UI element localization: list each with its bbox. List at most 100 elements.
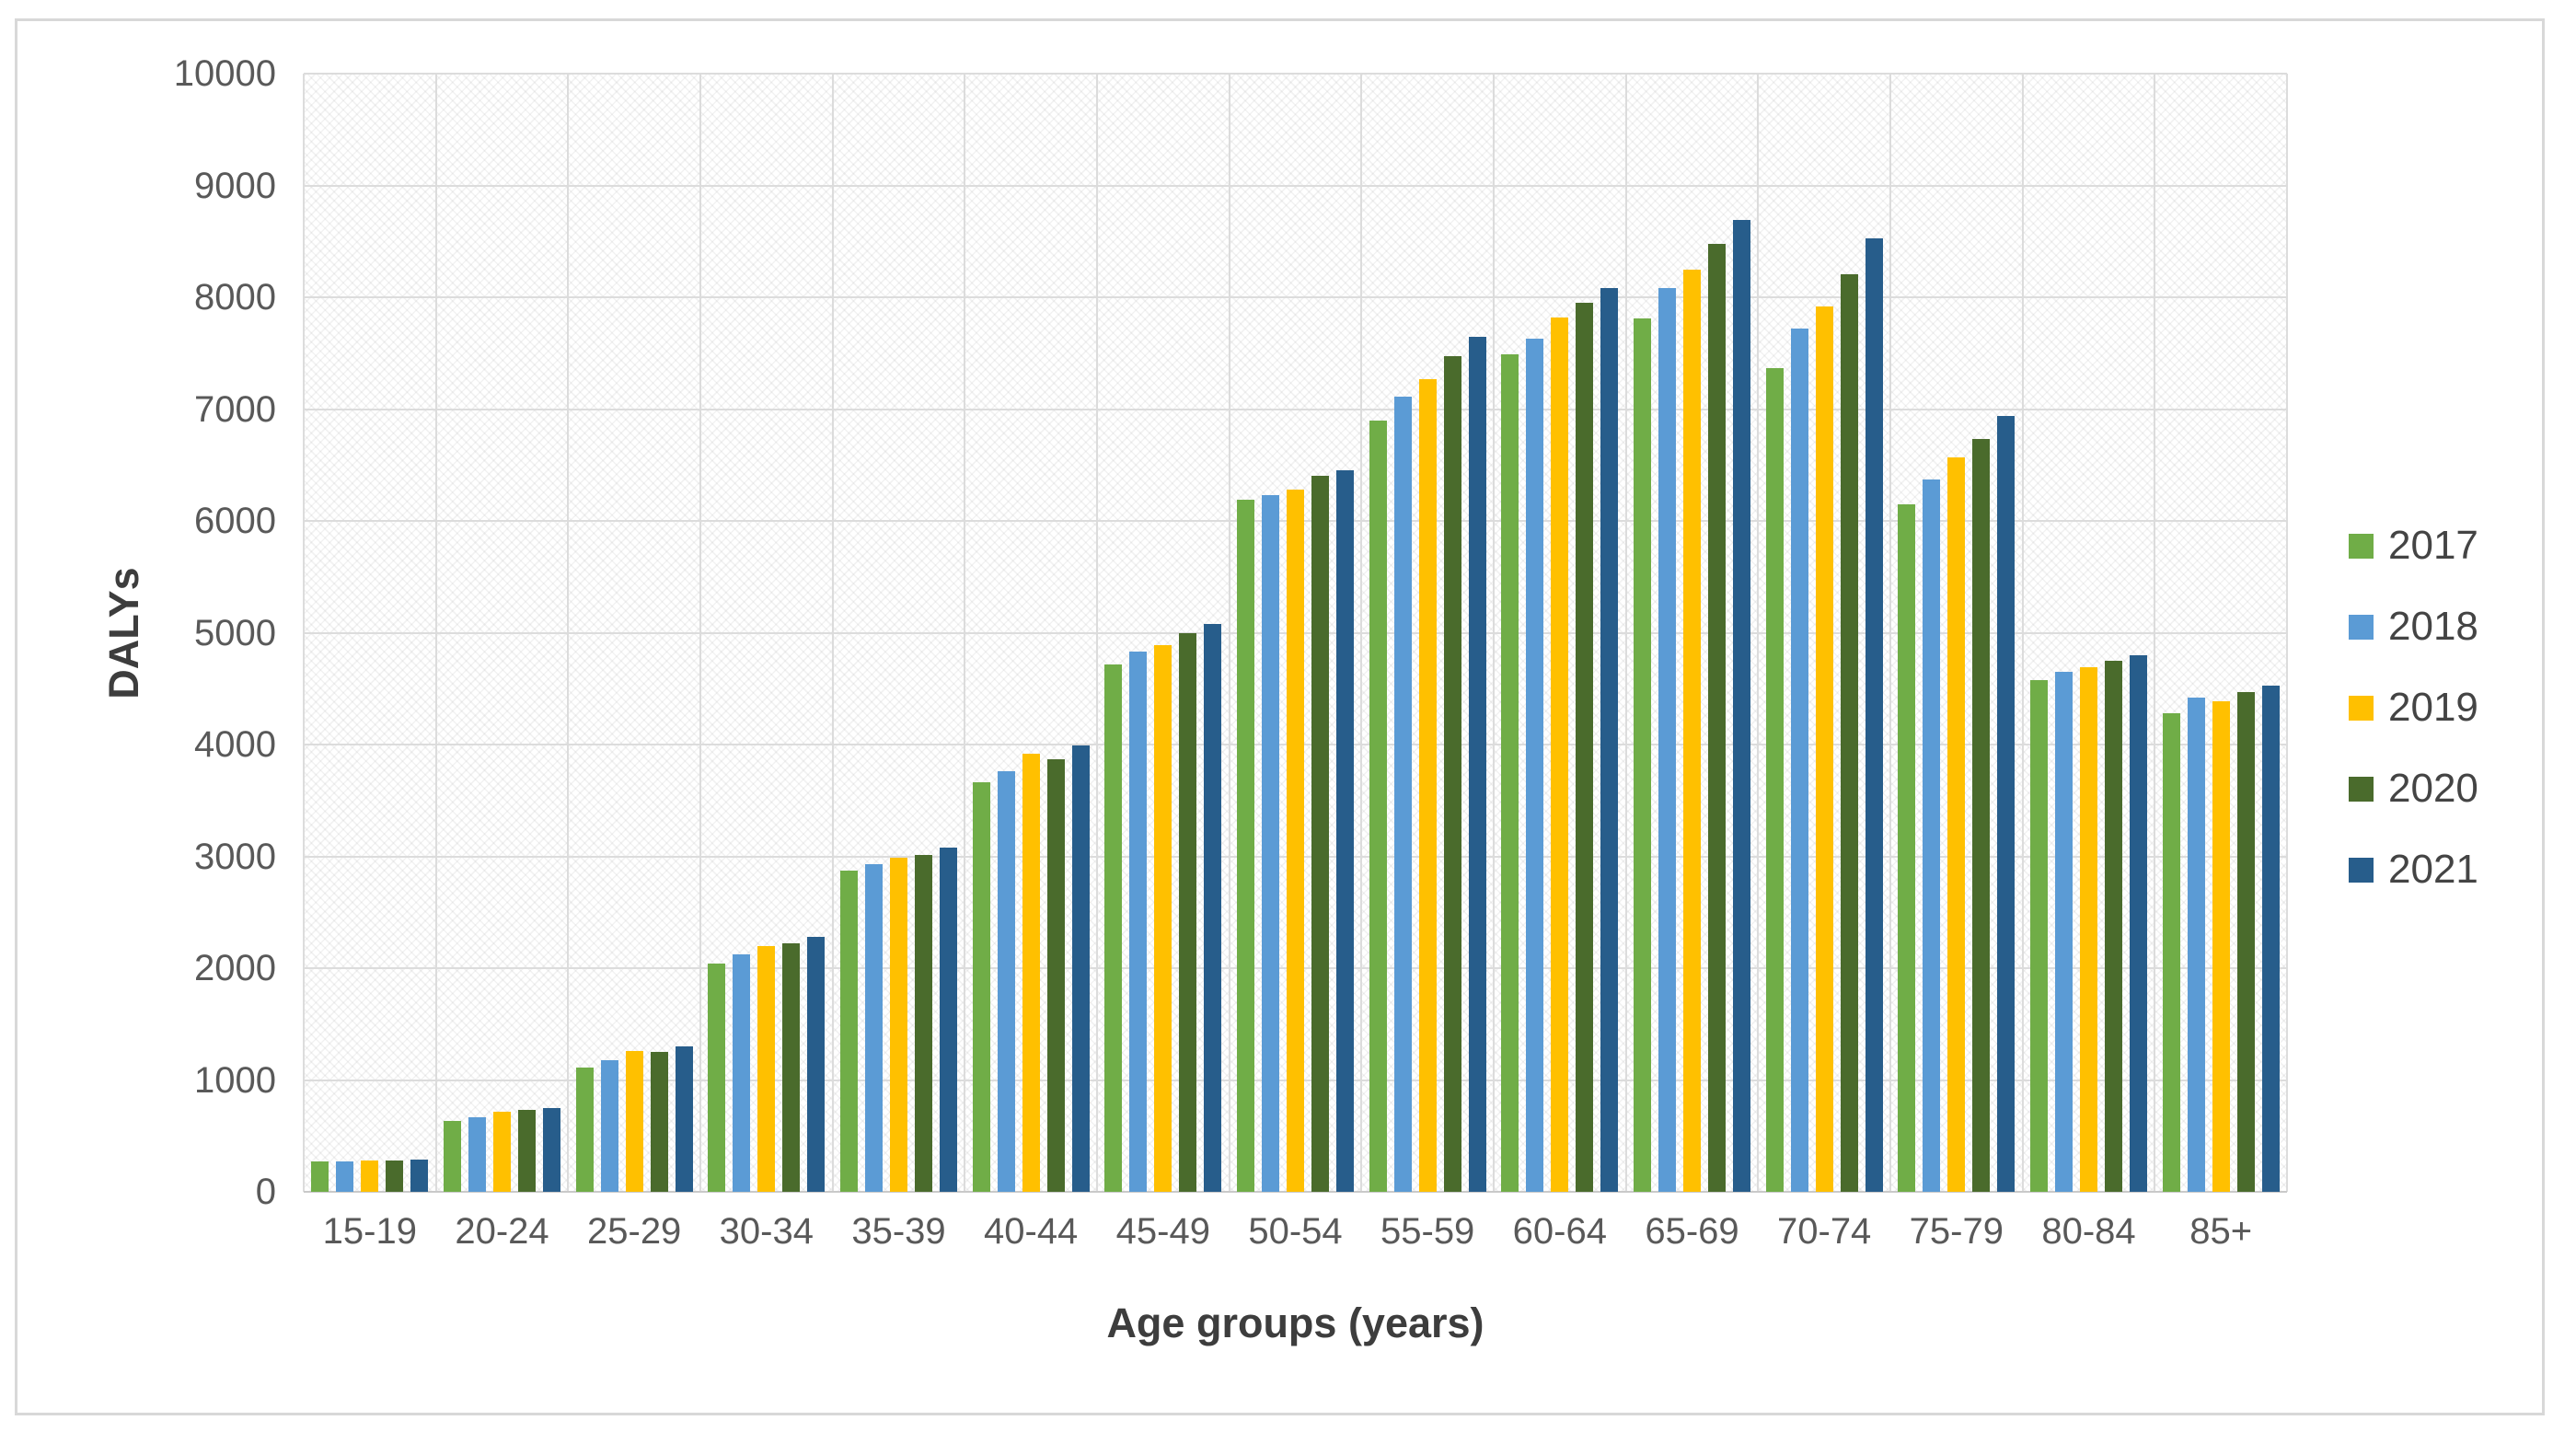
bar-group: [2023, 74, 2155, 1192]
gridline-vertical: [303, 74, 305, 1192]
y-tick-label: 5000: [194, 612, 276, 653]
y-tick-label: 0: [255, 1172, 276, 1212]
legend-item-2018: 2018: [2349, 604, 2478, 649]
bar-2021-45-49: [1204, 623, 1222, 1192]
bar-2020-80-84: [2104, 660, 2122, 1192]
legend-label: 2017: [2388, 523, 2478, 568]
legend: 2017 2018 2019 2020 2021: [2349, 523, 2478, 937]
x-tick-label: 55-59: [1380, 1211, 1475, 1252]
x-tick-label: 40-44: [984, 1211, 1079, 1252]
y-tick-label: 4000: [194, 724, 276, 765]
bar-2020-70-74: [1840, 273, 1858, 1192]
bar-group: [436, 74, 569, 1192]
bar-2017-45-49: [1104, 664, 1123, 1192]
bar-2017-85+: [2162, 712, 2180, 1192]
bar-2017-75-79: [1898, 503, 1916, 1192]
legend-label: 2018: [2388, 604, 2478, 649]
bar-group: [1626, 74, 1759, 1192]
bar-group: [1494, 74, 1626, 1192]
bar-2021-70-74: [1865, 237, 1883, 1192]
legend-label: 2020: [2388, 766, 2478, 811]
bar-2018-40-44: [997, 771, 1015, 1192]
bar-2017-15-19: [311, 1161, 329, 1192]
y-tick-label: 8000: [194, 277, 276, 318]
bar-2018-25-29: [600, 1059, 618, 1192]
legend-swatch-2017: [2349, 533, 2374, 559]
legend-swatch-2019: [2349, 695, 2374, 721]
bar-2017-70-74: [1765, 367, 1784, 1192]
bar-2021-55-59: [1468, 336, 1486, 1192]
legend-item-2021: 2021: [2349, 847, 2478, 892]
bar-2020-85+: [2236, 691, 2255, 1192]
bar-2017-50-54: [1236, 499, 1254, 1192]
y-tick-label: 2000: [194, 948, 276, 988]
legend-swatch-2020: [2349, 776, 2374, 802]
bar-2018-15-19: [336, 1161, 354, 1192]
bar-2020-55-59: [1443, 356, 1461, 1192]
bar-2017-35-39: [839, 871, 858, 1192]
bar-2018-60-64: [1526, 338, 1544, 1192]
gridline-vertical: [2286, 74, 2288, 1192]
bar-2018-30-34: [733, 954, 751, 1192]
bar-2019-75-79: [1947, 456, 1966, 1192]
bar-2020-45-49: [1179, 632, 1197, 1192]
bar-2019-20-24: [492, 1111, 511, 1192]
x-tick-label: 25-29: [587, 1211, 682, 1252]
gridline-horizontal: [304, 73, 2287, 75]
bar-2019-30-34: [757, 945, 776, 1192]
y-tick-label: 9000: [194, 165, 276, 206]
bar-2019-85+: [2212, 700, 2230, 1192]
bar-2020-75-79: [1972, 439, 1991, 1192]
gridline-vertical: [1360, 74, 1363, 1192]
bar-2018-55-59: [1393, 397, 1412, 1192]
bar-2021-85+: [2261, 685, 2280, 1192]
bar-2020-65-69: [1707, 243, 1726, 1192]
y-tick-label: 1000: [194, 1059, 276, 1101]
bar-group: [833, 74, 965, 1192]
bar-group: [1230, 74, 1362, 1192]
x-tick-label: 75-79: [1909, 1211, 2004, 1252]
bar-group: [965, 74, 1097, 1192]
gridline-vertical: [1757, 74, 1760, 1192]
gridline-vertical: [964, 74, 966, 1192]
bar-group: [304, 74, 436, 1192]
x-tick-label: 20-24: [455, 1211, 549, 1252]
gridline-vertical: [1493, 74, 1495, 1192]
bar-2017-20-24: [443, 1121, 461, 1192]
legend-label: 2021: [2388, 847, 2478, 892]
bar-group: [1097, 74, 1230, 1192]
bar-2021-75-79: [1997, 415, 2016, 1192]
bar-2020-35-39: [914, 855, 932, 1192]
bar-2018-70-74: [1790, 329, 1808, 1192]
gridline-vertical: [831, 74, 834, 1192]
legend-swatch-2018: [2349, 614, 2374, 640]
bar-group: [568, 74, 700, 1192]
bar-2019-70-74: [1815, 306, 1833, 1192]
bar-2019-55-59: [1418, 378, 1437, 1192]
x-tick-label: 50-54: [1248, 1211, 1343, 1252]
bar-2021-60-64: [1600, 288, 1619, 1192]
bar-2018-45-49: [1129, 652, 1148, 1192]
bar-group: [1758, 74, 1890, 1192]
bar-group: [700, 74, 833, 1192]
bar-2021-25-29: [675, 1046, 693, 1192]
bar-2018-35-39: [864, 864, 883, 1192]
bar-2020-15-19: [386, 1160, 404, 1192]
gridline-horizontal: [304, 296, 2287, 298]
x-tick-label: 70-74: [1777, 1211, 1872, 1252]
x-tick-label: 80-84: [2041, 1211, 2136, 1252]
legend-item-2017: 2017: [2349, 523, 2478, 568]
bar-2018-85+: [2187, 697, 2205, 1192]
gridline-vertical: [2021, 74, 2024, 1192]
legend-label: 2019: [2388, 685, 2478, 730]
bar-2017-65-69: [1633, 318, 1651, 1192]
bar-2021-35-39: [939, 847, 957, 1192]
bar-2018-50-54: [1261, 495, 1279, 1192]
bar-2019-50-54: [1286, 489, 1304, 1192]
bar-group: [1890, 74, 2023, 1192]
bar-group: [1361, 74, 1494, 1192]
bar-2019-80-84: [2079, 667, 2097, 1192]
y-axis-title: DALYs: [100, 567, 147, 699]
y-tick-label: 10000: [173, 53, 276, 94]
gridline-vertical: [2154, 74, 2156, 1192]
